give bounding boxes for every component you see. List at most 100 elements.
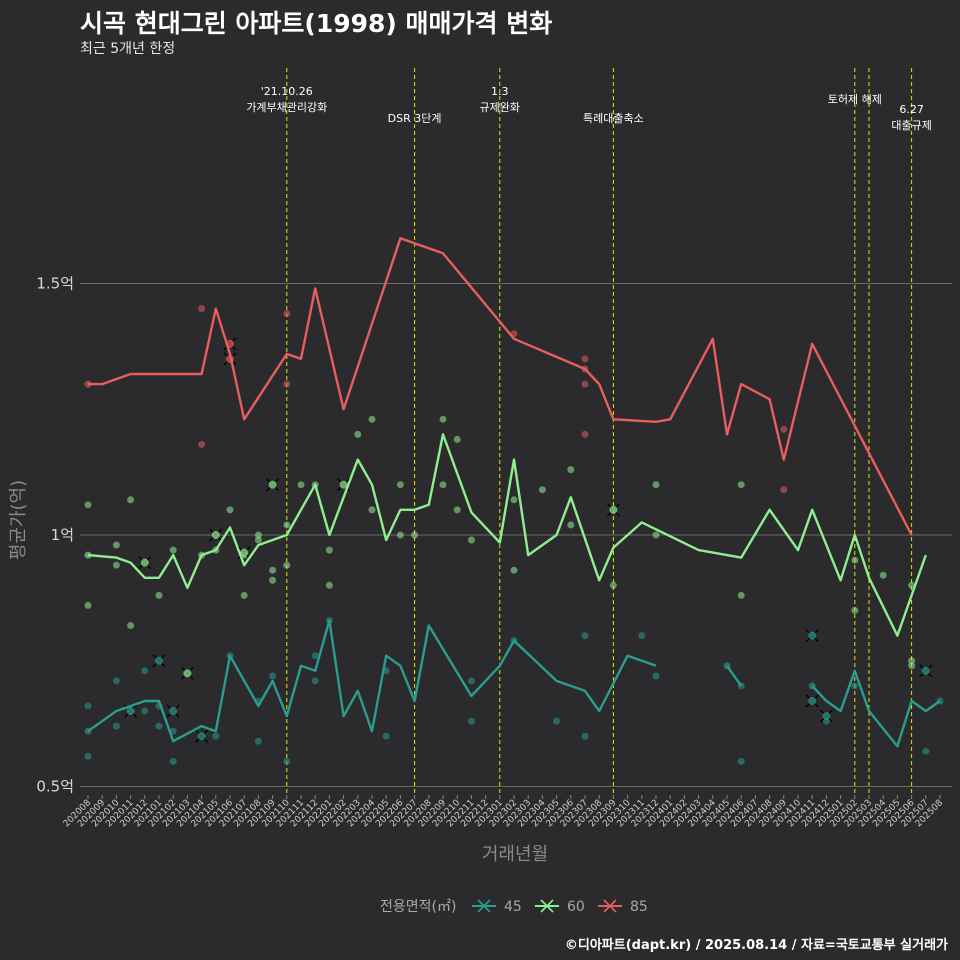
data-point [411, 531, 419, 539]
data-point [723, 662, 731, 670]
data-point [311, 652, 319, 660]
source-caption: ©디아파트(dapt.kr) / 2025.08.14 / 자료=국토교통부 실… [564, 938, 948, 953]
data-point [84, 501, 92, 509]
data-point [155, 591, 163, 599]
data-point [581, 732, 589, 740]
cancelled-point [240, 548, 249, 557]
data-point [737, 757, 745, 765]
data-point [127, 622, 135, 630]
data-point [396, 481, 404, 489]
data-point [325, 546, 333, 554]
chart-subtitle: 최근 5개년 한정 [80, 41, 176, 57]
data-point [283, 757, 291, 765]
data-point [198, 440, 206, 448]
x-axis-title: 거래년월 [482, 844, 548, 865]
data-point [467, 717, 475, 725]
data-point [254, 531, 262, 539]
cancelled-point [155, 656, 163, 665]
series-line-45 [726, 665, 743, 687]
chart-title: 시곡 현대그린 아파트(1998) 매매가격 변화 [80, 9, 553, 38]
data-point [283, 310, 291, 318]
event-label: 특례대출축소 [583, 112, 644, 125]
data-point [439, 415, 447, 423]
cancelled-point [609, 505, 618, 514]
data-point [567, 466, 575, 474]
cancelled-point [183, 669, 192, 678]
series-line-45 [811, 669, 941, 748]
data-point [396, 531, 404, 539]
data-point [510, 566, 518, 574]
data-point [141, 667, 149, 675]
data-point [354, 430, 362, 438]
data-point [851, 556, 859, 564]
data-point [198, 305, 206, 313]
cancelled-point [808, 631, 817, 640]
data-point [169, 757, 177, 765]
data-point [609, 581, 617, 589]
data-point [467, 677, 475, 685]
data-point [283, 561, 291, 569]
cancelled-point [822, 712, 831, 721]
cancelled-point [339, 480, 348, 489]
data-point [538, 486, 546, 494]
cancelled-point [140, 558, 149, 567]
event-label: 1.3 규제완화 [480, 85, 520, 114]
y-tick-label: 1.5억 [36, 275, 74, 293]
data-point [652, 481, 660, 489]
data-point [112, 561, 120, 569]
data-point [737, 591, 745, 599]
data-point [84, 551, 92, 559]
data-point [922, 747, 930, 755]
data-point [84, 702, 92, 710]
y-tick-label: 1억 [51, 526, 74, 544]
data-point [212, 732, 220, 740]
data-point [581, 430, 589, 438]
data-point [269, 672, 277, 680]
legend-label: 45 [504, 899, 522, 915]
y-axis-title: 평균가(억) [8, 480, 29, 560]
event-label: DSR 3단계 [388, 112, 442, 125]
data-point [780, 425, 788, 433]
cancelled-point [268, 480, 277, 489]
event-label: 6.27 대출규제 [891, 103, 931, 132]
data-point [780, 486, 788, 494]
data-point [226, 506, 234, 514]
legend: 전용면적(㎡) 45 60 85 [380, 899, 648, 915]
data-point [325, 581, 333, 589]
data-point [84, 380, 92, 388]
data-point [269, 576, 277, 584]
series-60 [84, 415, 927, 680]
data-point [112, 541, 120, 549]
data-point [581, 632, 589, 640]
data-point [84, 601, 92, 609]
legend-label: 60 [567, 899, 585, 915]
data-point [467, 536, 475, 544]
data-point [382, 732, 390, 740]
data-point [808, 682, 816, 690]
data-point [879, 571, 887, 579]
event-label: 토허제 해제 [828, 92, 882, 106]
data-point [112, 677, 120, 685]
cancelled-point [211, 531, 220, 539]
data-point [155, 722, 163, 730]
data-point [283, 521, 291, 529]
data-point [269, 566, 277, 574]
data-point [254, 536, 262, 544]
series-85 [84, 236, 913, 536]
legend-key-marker [477, 899, 491, 913]
data-point [851, 606, 859, 614]
data-point [254, 737, 262, 745]
data-point [84, 752, 92, 760]
legend-key-marker [603, 899, 617, 913]
series-line-60 [87, 433, 927, 637]
data-point [453, 435, 461, 443]
data-point [851, 682, 859, 690]
data-point [84, 727, 92, 735]
cancelled-point [197, 732, 206, 741]
data-point [311, 677, 319, 685]
series-line-85 [88, 236, 913, 536]
data-point [283, 380, 291, 388]
y-tick-label: 0.5억 [36, 778, 74, 796]
